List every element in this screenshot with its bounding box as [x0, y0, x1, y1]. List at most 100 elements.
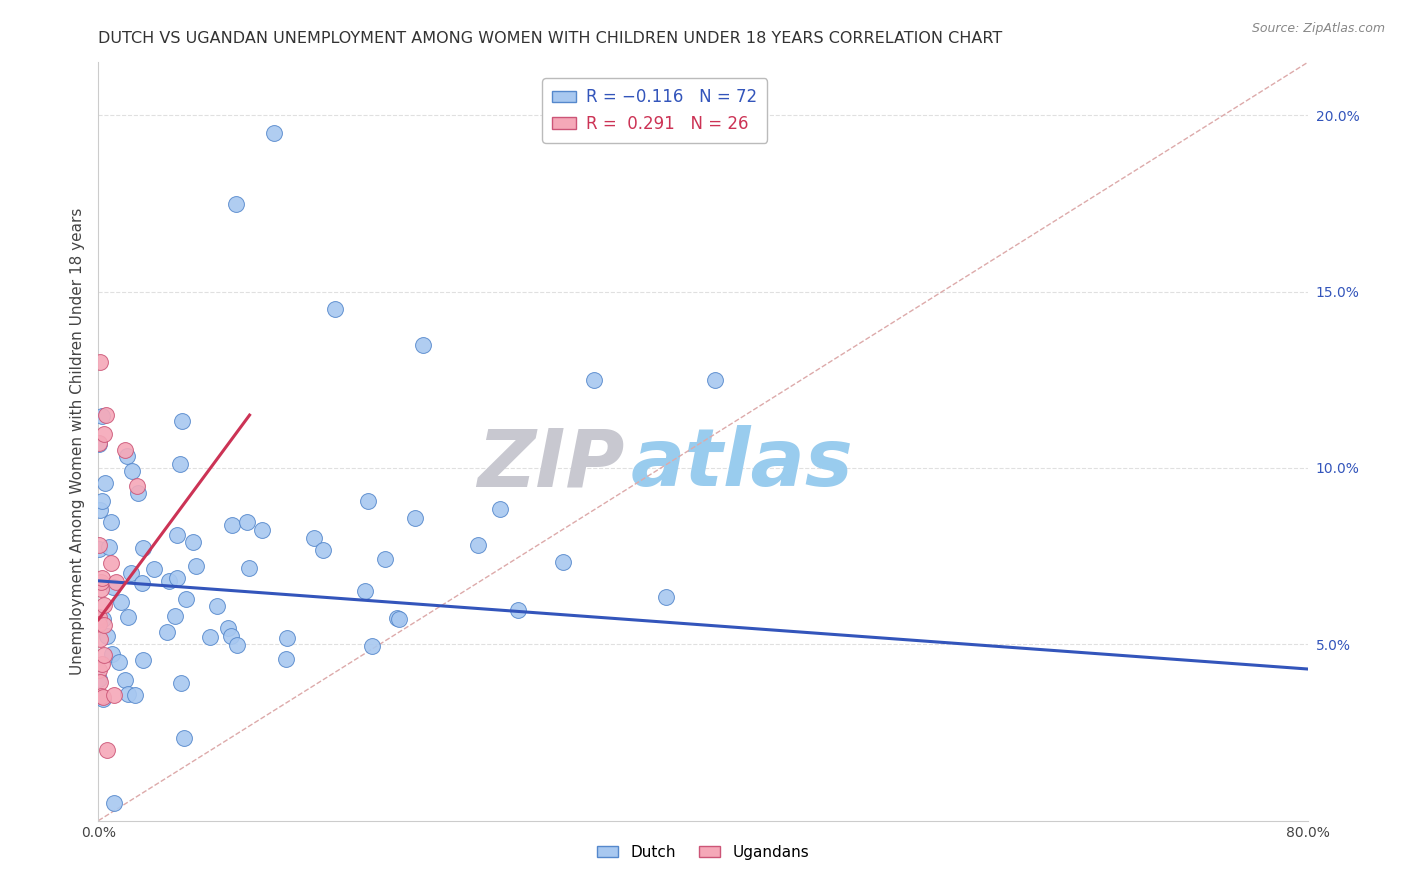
Point: [90, 571, 112, 585]
Text: DUTCH VS UGANDAN UNEMPLOYMENT AMONG WOMEN WITH CHILDREN UNDER 18 YEARS CORRELATI: DUTCH VS UGANDAN UNEMPLOYMENT AMONG WOME…: [98, 31, 1002, 46]
Point: [91, 657, 114, 671]
Point: [131, 576, 153, 591]
Point: [114, 443, 136, 458]
Point: [87, 610, 110, 624]
Point: [276, 652, 298, 666]
Point: [704, 373, 727, 387]
Point: [353, 584, 375, 599]
Point: [89, 632, 111, 646]
Point: [89, 672, 111, 686]
Point: [87, 436, 110, 450]
Point: [103, 580, 125, 594]
Point: [173, 731, 195, 746]
Point: [276, 631, 298, 645]
Point: [323, 302, 346, 317]
Point: [89, 355, 111, 369]
Point: [91, 612, 114, 626]
Point: [172, 414, 194, 428]
Point: [156, 625, 179, 640]
Point: [94, 408, 117, 422]
Point: [553, 555, 575, 569]
Legend: Dutch, Ugandans: Dutch, Ugandans: [591, 838, 815, 866]
Point: [94, 475, 117, 490]
Point: [96, 629, 118, 643]
Point: [93, 618, 115, 632]
Point: [412, 337, 434, 351]
Point: [87, 616, 110, 631]
Point: [166, 571, 188, 585]
Point: [114, 673, 136, 687]
Point: [117, 610, 139, 624]
Point: [225, 638, 247, 652]
Point: [127, 478, 149, 492]
Point: [387, 611, 409, 625]
Text: ZIP: ZIP: [477, 425, 624, 503]
Point: [219, 629, 242, 643]
Point: [170, 676, 193, 690]
Point: [166, 528, 188, 542]
Point: [91, 692, 114, 706]
Point: [87, 614, 110, 628]
Point: [101, 647, 124, 661]
Point: [181, 535, 204, 549]
Point: [93, 598, 115, 612]
Point: [103, 688, 125, 702]
Point: [205, 599, 228, 613]
Point: [124, 688, 146, 702]
Point: [127, 486, 149, 500]
Point: [374, 552, 396, 566]
Point: [93, 426, 115, 441]
Point: [96, 743, 118, 757]
Point: [90, 689, 112, 703]
Point: [132, 653, 155, 667]
Point: [198, 630, 221, 644]
Point: [121, 465, 143, 479]
Point: [91, 494, 114, 508]
Point: [388, 612, 411, 626]
Point: [263, 126, 285, 140]
Point: [120, 566, 142, 580]
Point: [225, 196, 247, 211]
Point: [508, 602, 530, 616]
Text: Source: ZipAtlas.com: Source: ZipAtlas.com: [1251, 22, 1385, 36]
Point: [357, 494, 380, 508]
Point: [163, 609, 186, 624]
Point: [87, 437, 110, 451]
Point: [157, 574, 180, 588]
Point: [89, 542, 111, 557]
Point: [221, 517, 243, 532]
Point: [117, 687, 139, 701]
Point: [169, 457, 191, 471]
Point: [236, 515, 259, 529]
Point: [103, 796, 125, 810]
Point: [87, 663, 110, 677]
Point: [108, 655, 131, 669]
Point: [250, 523, 273, 537]
Point: [91, 690, 114, 705]
Point: [90, 582, 112, 596]
Y-axis label: Unemployment Among Women with Children Under 18 years: Unemployment Among Women with Children U…: [70, 208, 86, 675]
Point: [467, 538, 489, 552]
Point: [186, 559, 208, 574]
Point: [312, 542, 335, 557]
Point: [488, 501, 510, 516]
Point: [302, 532, 325, 546]
Point: [98, 540, 121, 554]
Point: [176, 592, 198, 607]
Point: [91, 409, 114, 424]
Point: [404, 511, 426, 525]
Point: [238, 561, 260, 575]
Text: atlas: atlas: [630, 425, 853, 503]
Point: [360, 640, 382, 654]
Point: [89, 502, 111, 516]
Point: [132, 541, 155, 556]
Point: [115, 450, 138, 464]
Point: [582, 373, 605, 387]
Point: [90, 575, 112, 590]
Point: [110, 595, 132, 609]
Point: [217, 622, 239, 636]
Point: [89, 675, 111, 690]
Point: [93, 648, 115, 662]
Point: [100, 557, 122, 571]
Point: [655, 590, 678, 604]
